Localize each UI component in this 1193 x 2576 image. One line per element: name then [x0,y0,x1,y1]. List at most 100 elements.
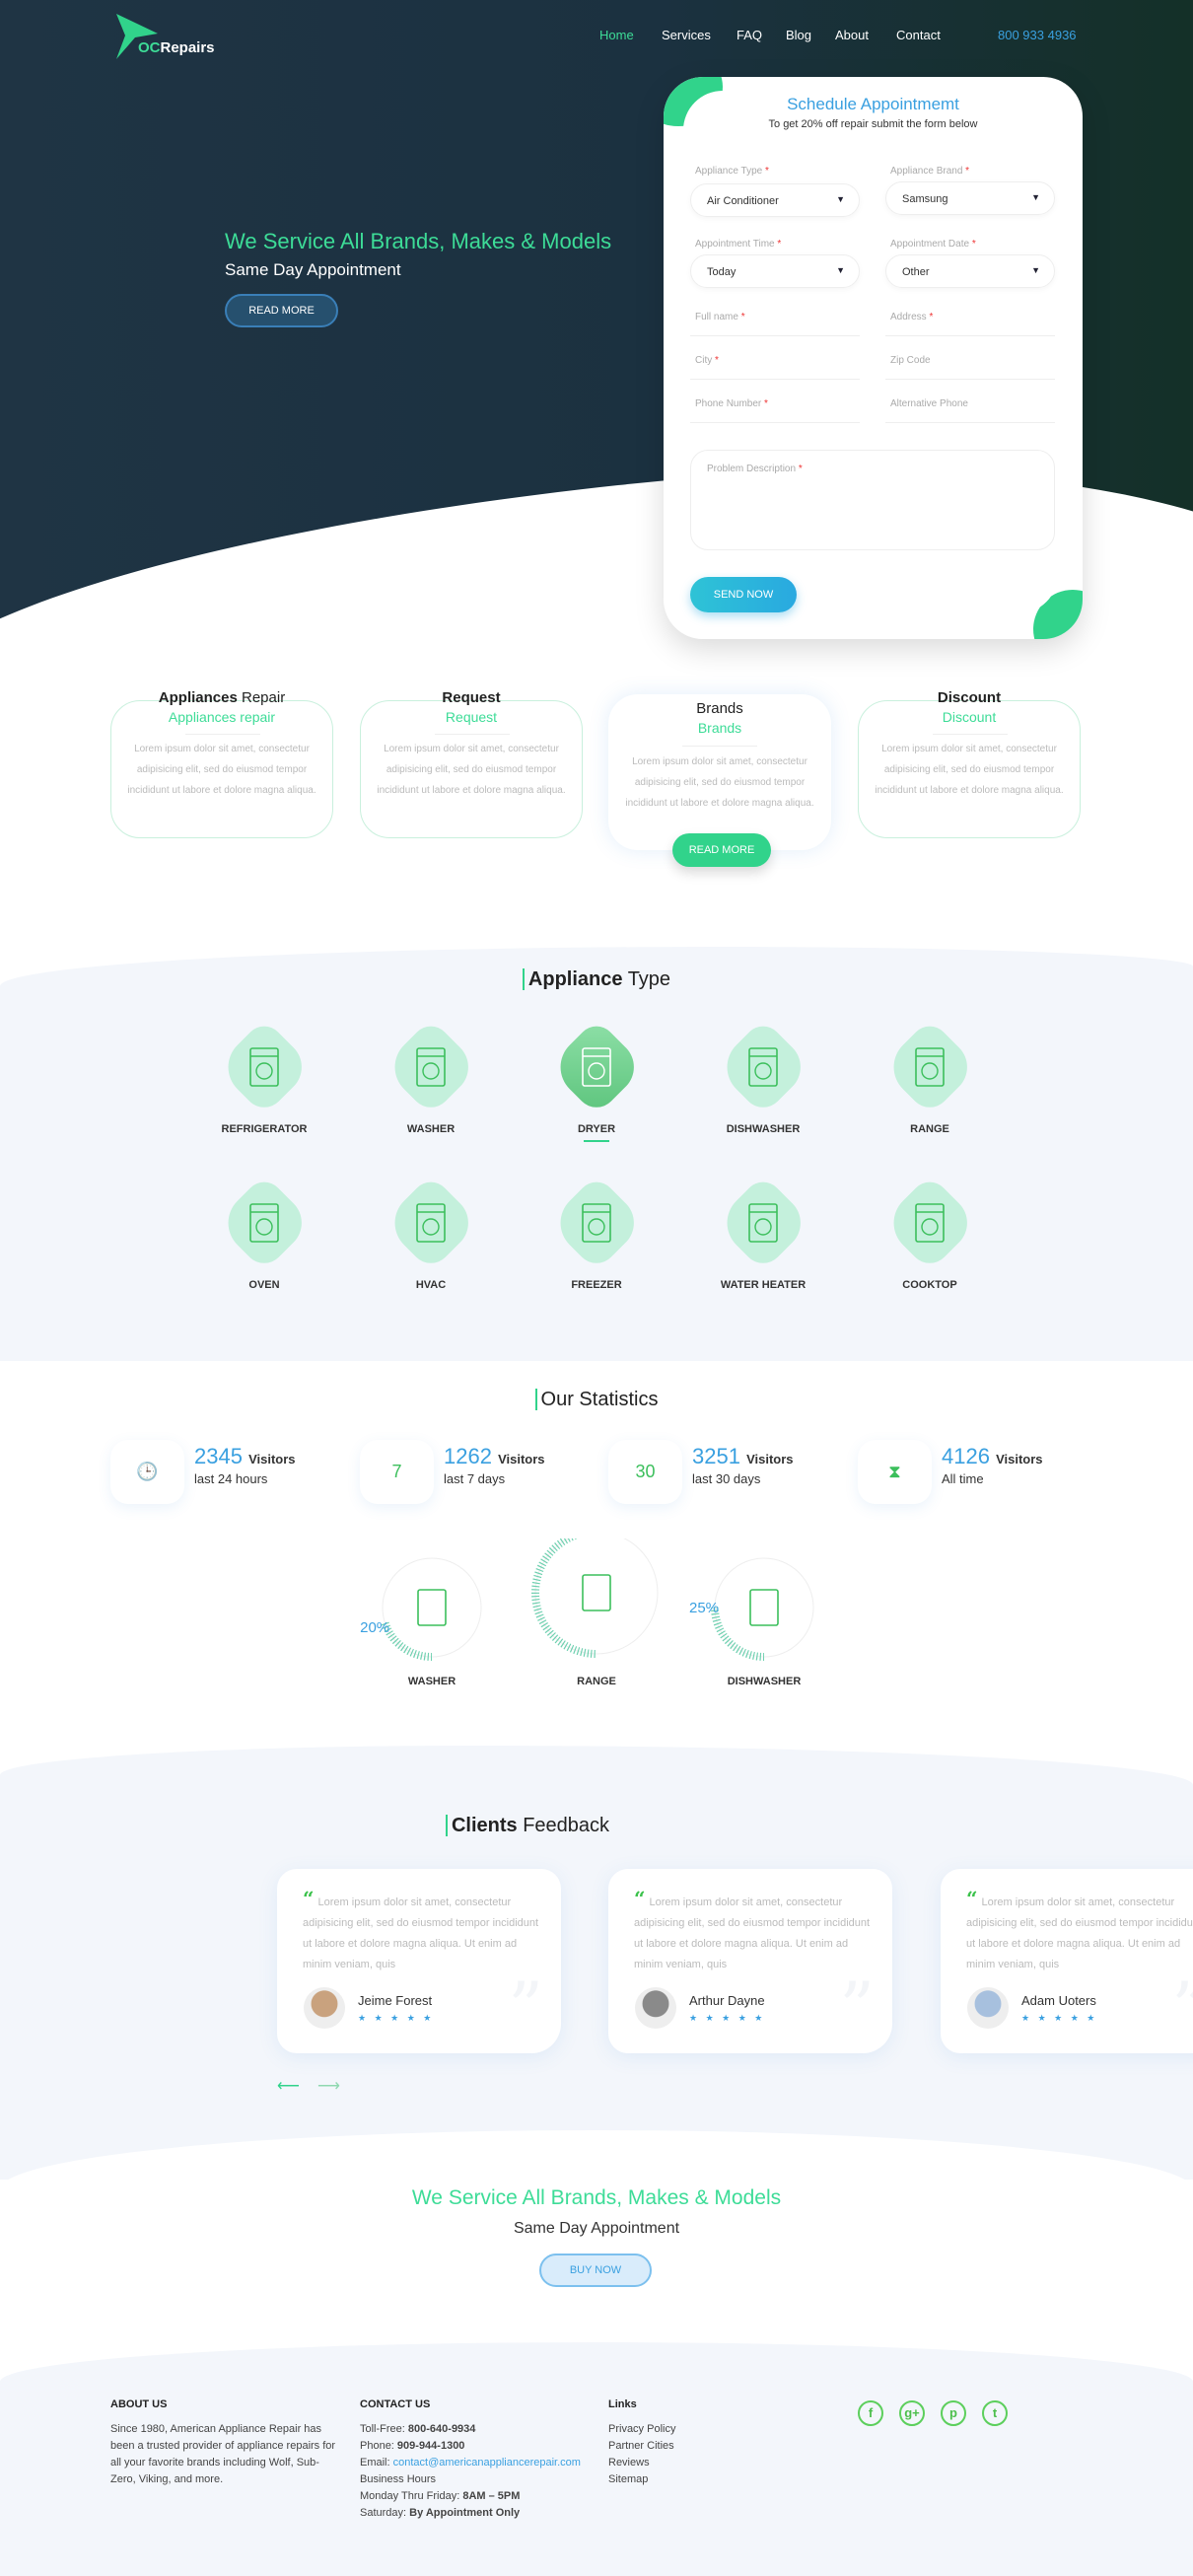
phone-field[interactable]: Phone Number * [695,398,768,409]
caret-down-icon: ▼ [836,194,845,204]
appliance-label: WATER HEATER [720,1279,807,1291]
phone: Phone: 909-944-1300 [360,2440,465,2452]
appliance-label: DRYER [577,1123,616,1135]
prev-arrow-button[interactable]: ⟵ [277,2078,300,2095]
circle-track [714,1557,814,1658]
feedback-text: “Lorem ipsum dolor sit amet, consectetur… [303,1887,539,1971]
nav-home[interactable]: Home [599,28,634,42]
logo-text-a: OC [138,39,161,56]
header-phone[interactable]: 800 933 4936 [998,28,1077,42]
nav-faq[interactable]: FAQ [737,28,763,42]
nav-about[interactable]: About [835,28,869,42]
pinterest-icon[interactable]: p [941,2400,966,2426]
hero-read-more-button[interactable]: READ MORE [225,294,338,327]
feedback-text: “Lorem ipsum dolor sit amet, consectetur… [634,1887,871,1971]
full-name-field[interactable]: Full name * [695,312,745,322]
form-subtitle: To get 20% off repair submit the form be… [768,118,978,130]
city-underline [690,379,860,380]
nav-blog[interactable]: Blog [786,28,812,42]
calendar-7-icon: 7 [360,1440,434,1504]
zip-field[interactable]: Zip Code [890,355,931,366]
appointment-date-label: Appointment Date * [890,239,976,250]
appliance-item-cooktop[interactable]: COOKTOP [856,1174,1004,1291]
nav-contact[interactable]: Contact [896,28,941,42]
logo[interactable]: OCRepairs [138,39,215,56]
quote-close-icon: ” [1171,1968,1193,2048]
logo-icon [116,14,158,59]
appliance-label: OVEN [248,1279,280,1291]
appliance-item-dryer[interactable]: DRYER [523,1018,670,1142]
alt-phone-field[interactable]: Alternative Phone [890,398,968,409]
next-arrow-button[interactable]: ⟶ [317,2078,340,2095]
facebook-icon[interactable]: f [858,2400,883,2426]
service-card-text: Lorem ipsum dolor sit amet, consectetur … [127,744,316,796]
client-name: Arthur Dayne [689,1993,765,2008]
footer [0,2342,1193,2576]
service-card-title: Brands [696,700,743,717]
cta-bg [0,2130,1193,2249]
stat-item: 7 1262 Visitors last 7 days [360,1440,545,1504]
tollfree: Toll-Free: 800-640-9934 [360,2423,476,2435]
address-field[interactable]: Address * [890,312,934,322]
service-card-text: Lorem ipsum dolor sit amet, consectetur … [625,756,814,809]
dishwasher-icon [749,1589,779,1626]
send-now-button[interactable]: SEND NOW [690,577,797,612]
link-reviews[interactable]: Reviews [608,2457,650,2469]
avatar [304,1987,345,2029]
rating-stars: ★ ★ ★ ★ ★ [689,2013,766,2023]
appliance-section-bg [0,947,1193,1361]
footer-links-title: Links [608,2398,637,2410]
google-plus-icon[interactable]: g+ [899,2400,925,2426]
service-card: Discount Discount Lorem ipsum dolor sit … [858,689,1081,838]
appliance-item-refrigerator[interactable]: REFRIGERATOR [190,1018,338,1135]
appliance-item-hvac[interactable]: HVAC [357,1174,505,1291]
circle-percent-label: 20% [360,1619,389,1636]
form-title: Schedule Appointmemt [787,95,959,113]
feedback-card: “Lorem ipsum dolor sit amet, consectetur… [277,1869,561,2053]
city-field[interactable]: City * [695,355,719,366]
client-name: Jeime Forest [358,1993,433,2008]
buy-now-button[interactable]: BUY NOW [539,2254,652,2287]
appliance-blob [547,1018,646,1116]
appliance-item-freezer[interactable]: FREEZER [523,1174,670,1291]
twitter-icon[interactable]: t [982,2400,1008,2426]
appliance-item-washer[interactable]: WASHER [357,1018,505,1135]
service-card: Request Request Lorem ipsum dolor sit am… [360,689,583,838]
link-partner-cities[interactable]: Partner Cities [608,2440,674,2452]
selected-underline [584,1140,609,1142]
stat-period: last 7 days [444,1471,506,1486]
stat-period: All time [942,1471,984,1486]
quote-icon: “ [634,1887,646,1910]
link-privacy-policy[interactable]: Privacy Policy [608,2423,676,2435]
rating-stars: ★ ★ ★ ★ ★ [1021,2013,1098,2023]
problem-description-textarea[interactable]: Problem Description * [690,450,1055,550]
appliance-blob [880,1174,979,1272]
appliance-item-oven[interactable]: OVEN [190,1174,338,1291]
appliance-item-range[interactable]: RANGE [856,1018,1004,1135]
quote-icon: “ [303,1887,315,1910]
appliance-type-select[interactable]: Air Conditioner ▼ [690,183,860,217]
service-card-subtitle: Request [445,709,498,725]
appointment-form: Schedule Appointmemt To get 20% off repa… [664,77,1083,639]
feedback-text: “Lorem ipsum dolor sit amet, consectetur… [966,1887,1193,1971]
appointment-date-select[interactable]: Other ▼ [885,254,1055,288]
hours-title: Business Hours [360,2473,437,2485]
appliance-brand-select[interactable]: Samsung ▼ [885,181,1055,215]
statistics-title: Our Statistics [0,1389,1193,1411]
appointment-time-select[interactable]: Today ▼ [690,254,860,288]
appliance-item-dishwasher[interactable]: DISHWASHER [689,1018,837,1135]
hero-subtitle: Same Day Appointment [225,260,401,279]
appliance-item-water-heater[interactable]: WATER HEATER [689,1174,837,1291]
weekday-hours: Monday Thru Friday: 8AM – 5PM [360,2490,521,2502]
client-name: Adam Uoters [1021,1993,1096,2008]
service-card: Appliances Repair Appliances repair Lore… [110,689,333,838]
service-card-title: Discount [937,689,1002,706]
stat-circles: 20% WASHER 55%RANGE 25% DISHWASHER [360,1538,817,1687]
email-link[interactable]: contact@americanappliancerepair.com [392,2457,581,2469]
washer-icon [416,1047,446,1087]
brands-read-more-button[interactable]: READ MORE [672,833,771,867]
nav-services[interactable]: Services [662,28,711,42]
circle-percent-label: 25% [689,1600,719,1616]
footer-contact: Toll-Free: 800-640-9934 Phone: 909-944-1… [360,2421,596,2522]
link-sitemap[interactable]: Sitemap [608,2473,649,2485]
